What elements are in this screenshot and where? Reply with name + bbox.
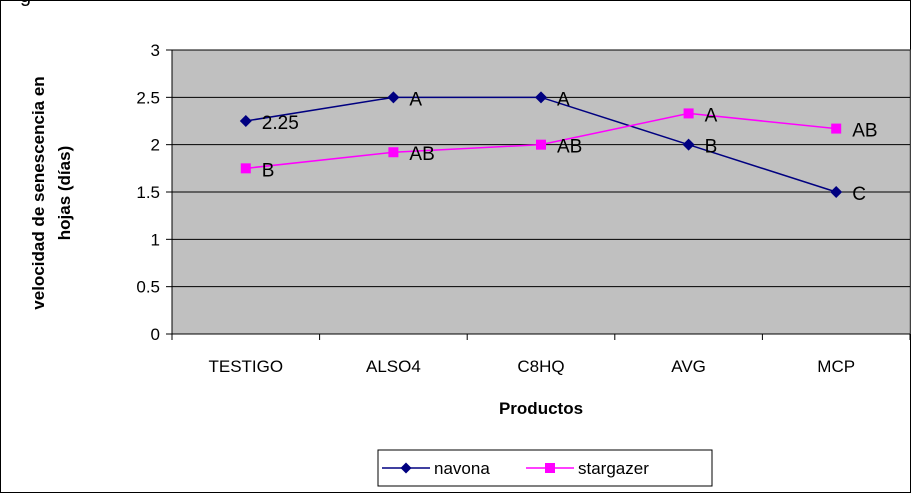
data-label-stargazer: AB bbox=[852, 121, 877, 142]
legend-label-stargazer: stargazer bbox=[578, 459, 649, 478]
x-tick-label: ALSO4 bbox=[366, 357, 421, 376]
data-point-navona bbox=[535, 91, 547, 104]
x-tick-label: MCP bbox=[817, 357, 855, 376]
x-axis-title: Productos bbox=[499, 399, 583, 418]
data-label-stargazer: B bbox=[262, 160, 275, 181]
data-point-navona bbox=[239, 115, 252, 127]
data-label-stargazer: AB bbox=[557, 137, 582, 158]
y-tick-label: 0 bbox=[151, 325, 160, 344]
data-point-stargazer bbox=[831, 123, 842, 134]
legend-marker-navona bbox=[400, 462, 412, 474]
series bbox=[239, 91, 843, 198]
data-point-navona bbox=[682, 138, 695, 151]
y-tick-label: 1.5 bbox=[136, 183, 160, 202]
legend-label-navona: navona bbox=[434, 459, 490, 478]
data-point-navona bbox=[830, 186, 843, 198]
data-point-stargazer bbox=[388, 147, 399, 158]
y-axis-title-line2: hojas (días) bbox=[55, 146, 74, 240]
data-point-stargazer bbox=[240, 163, 251, 174]
data-point-stargazer bbox=[536, 139, 546, 150]
x-tick-label: AVG bbox=[671, 357, 706, 376]
chart-title-fragment: g bbox=[20, 0, 31, 7]
data-label-navona: 2.25 bbox=[262, 113, 299, 134]
data-label-navona: B bbox=[705, 137, 718, 158]
legend: navona stargazer bbox=[377, 449, 713, 487]
y-tick-label: 0.5 bbox=[136, 278, 160, 297]
legend-item-navona: navona bbox=[382, 459, 490, 478]
x-tick-label: TESTIGO bbox=[208, 357, 283, 376]
y-tick-label: 3 bbox=[151, 41, 160, 60]
data-point-stargazer bbox=[683, 108, 694, 119]
y-tick-label: 2 bbox=[151, 136, 160, 155]
legend-marker-stargazer bbox=[545, 463, 555, 473]
y-tick-label: 2.5 bbox=[136, 88, 160, 107]
y-axis-title-line1: velocidad de senescencia en bbox=[29, 76, 48, 309]
y-tick-label: 1 bbox=[151, 230, 160, 249]
data-label-stargazer: AB bbox=[409, 144, 434, 165]
data-label-navona: C bbox=[852, 184, 866, 205]
data-label-navona: A bbox=[557, 89, 570, 110]
data-point-navona bbox=[387, 91, 400, 104]
legend-item-stargazer: stargazer bbox=[526, 459, 649, 478]
x-tick-labels: TESTIGO ALSO4 C8HQ AVG MCP bbox=[171, 334, 911, 376]
data-label-navona: A bbox=[409, 89, 422, 110]
x-tick-label: C8HQ bbox=[517, 357, 564, 376]
y-tick-labels: 0 0.5 1 1.5 2 2.5 3 bbox=[136, 41, 172, 344]
data-label-stargazer: A bbox=[705, 105, 718, 126]
